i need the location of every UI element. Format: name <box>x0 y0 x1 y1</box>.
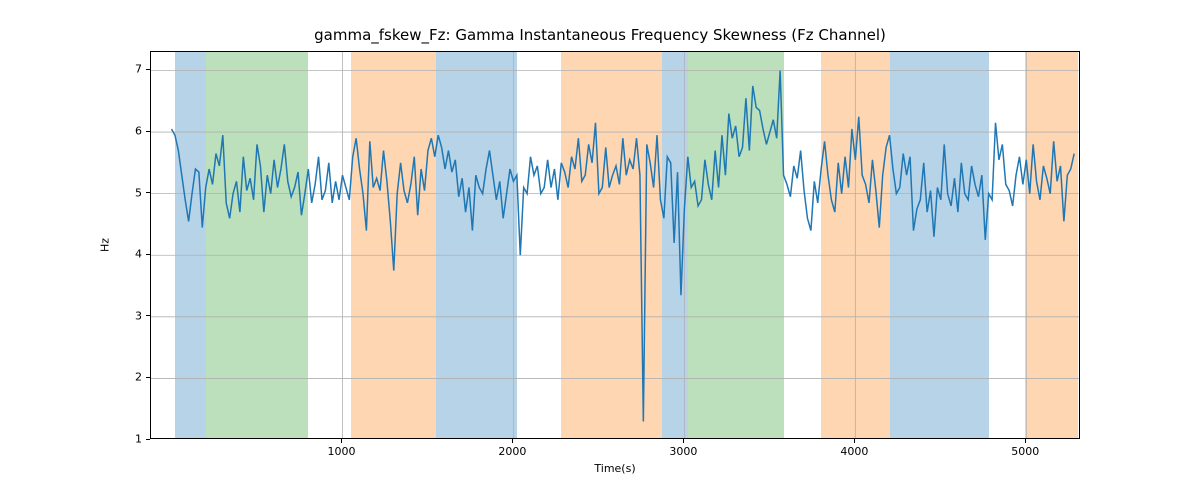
x-tick-label: 1000 <box>327 445 355 458</box>
x-tick-mark <box>854 439 855 443</box>
x-tick-mark <box>683 439 684 443</box>
chart-title: gamma_fskew_Fz: Gamma Instantaneous Freq… <box>0 26 1200 44</box>
x-tick-label: 5000 <box>1011 445 1039 458</box>
y-tick-mark <box>146 315 150 316</box>
data-line-layer <box>151 52 1080 439</box>
plot-area <box>150 51 1080 439</box>
y-tick-label: 1 <box>102 433 142 446</box>
y-tick-label: 2 <box>102 371 142 384</box>
y-tick-mark <box>146 439 150 440</box>
figure: gamma_fskew_Fz: Gamma Instantaneous Freq… <box>0 0 1200 500</box>
y-tick-label: 7 <box>102 63 142 76</box>
y-tick-label: 5 <box>102 186 142 199</box>
x-tick-mark <box>512 439 513 443</box>
x-tick-label: 4000 <box>840 445 868 458</box>
x-tick-mark <box>341 439 342 443</box>
y-tick-mark <box>146 192 150 193</box>
y-tick-mark <box>146 131 150 132</box>
x-axis-label: Time(s) <box>594 462 635 475</box>
x-tick-label: 2000 <box>498 445 526 458</box>
x-tick-mark <box>1025 439 1026 443</box>
y-tick-mark <box>146 254 150 255</box>
y-tick-label: 6 <box>102 125 142 138</box>
y-tick-label: 3 <box>102 309 142 322</box>
y-tick-mark <box>146 377 150 378</box>
y-tick-label: 4 <box>102 248 142 261</box>
x-tick-label: 3000 <box>669 445 697 458</box>
data-line <box>172 70 1075 421</box>
y-tick-mark <box>146 69 150 70</box>
